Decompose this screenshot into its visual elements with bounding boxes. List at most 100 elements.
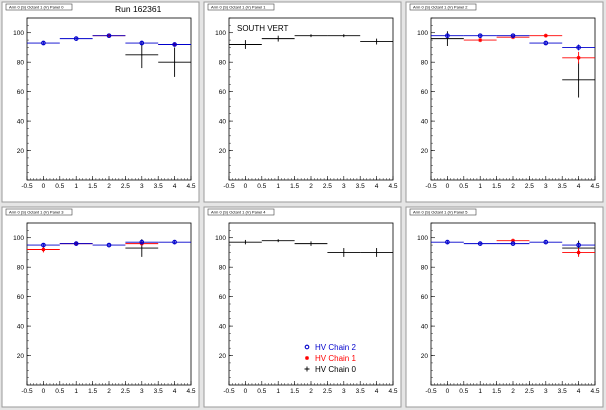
panel-title-box: [409, 3, 477, 11]
y-tick-label: 20: [219, 353, 227, 360]
x-tick-label: 3.5: [356, 388, 365, 395]
y-tick-label: 60: [421, 294, 429, 301]
y-tick-label: 80: [421, 59, 429, 66]
x-tick-label: 1.5: [492, 388, 501, 395]
x-tick-label: 1: [478, 388, 482, 395]
x-tick-label: 0.5: [257, 388, 266, 395]
data-point: [172, 42, 177, 47]
data-point: [139, 239, 145, 245]
x-tick-label: -0.5: [223, 388, 235, 395]
panel-title-box: [409, 208, 477, 216]
y-tick-label: 40: [219, 118, 227, 125]
x-tick-label: 2: [511, 183, 515, 190]
y-tick-label: 100: [215, 235, 226, 242]
plot-frame: [430, 222, 596, 386]
data-point: [576, 45, 581, 50]
legend-marker-star: [305, 356, 309, 360]
x-tick-label: 3.5: [356, 183, 365, 190]
y-tick-label: 60: [17, 89, 25, 96]
x-tick-label: 0.5: [55, 183, 64, 190]
x-tick-label: 3: [140, 388, 144, 395]
data-point: [172, 239, 177, 245]
y-tick-label: 80: [219, 59, 227, 66]
data-point: [576, 242, 581, 248]
data-point: [576, 250, 581, 255]
series-hv-chain-0: [229, 239, 393, 257]
x-tick-label: 0: [446, 183, 450, 190]
x-tick-label: 0: [244, 183, 248, 190]
y-tick-label: 40: [421, 118, 429, 125]
x-tick-label: 1: [478, 183, 482, 190]
x-tick-label: 2.5: [323, 183, 332, 190]
legend-marker-circle: [304, 344, 310, 350]
y-tick-label: 80: [17, 59, 25, 66]
series-hv-chain-2: [431, 33, 595, 51]
panel-annotation: SOUTH VERT: [237, 24, 289, 33]
x-tick-label: 2.5: [323, 388, 332, 395]
x-tick-label: -0.5: [425, 183, 437, 190]
x-tick-label: 1: [276, 388, 280, 395]
data-point: [73, 36, 79, 41]
x-tick-label: 4: [577, 388, 581, 395]
x-tick-label: 3: [544, 183, 548, 190]
legend-label: HV Chain 1: [315, 354, 356, 363]
data-point: [106, 242, 112, 248]
y-tick-label: 20: [219, 148, 227, 155]
x-tick-label: 1.5: [88, 183, 97, 190]
x-tick-label: 4.5: [388, 388, 397, 395]
series-hv-chain-0: [229, 34, 393, 49]
series-hv-chain-2: [27, 33, 191, 47]
x-tick-label: 2: [511, 388, 515, 395]
data-point: [244, 241, 246, 243]
panel-title-box: [5, 208, 73, 216]
y-tick-label: 100: [417, 235, 428, 242]
x-tick-label: 4: [577, 183, 581, 190]
y-tick-label: 20: [17, 353, 25, 360]
data-point: [477, 241, 483, 246]
x-tick-label: 4.5: [590, 388, 599, 395]
y-tick-label: 40: [219, 323, 227, 330]
legend-marker-plus: [304, 366, 310, 372]
data-point: [139, 40, 145, 46]
data-point: [445, 33, 450, 39]
x-tick-label: 3.5: [558, 183, 567, 190]
data-point: [511, 238, 515, 243]
x-tick-label: 0: [42, 388, 46, 395]
data-point: [376, 251, 378, 254]
x-tick-label: 1.5: [290, 183, 299, 190]
panel-title-box: [207, 208, 275, 216]
x-tick-label: 1.5: [290, 388, 299, 395]
x-tick-label: -0.5: [223, 183, 235, 190]
x-tick-label: 0: [244, 388, 248, 395]
x-tick-label: 4: [375, 183, 379, 190]
x-tick-label: 0.5: [55, 388, 64, 395]
y-tick-label: 40: [17, 323, 25, 330]
legend-label: HV Chain 2: [315, 343, 356, 352]
data-point: [343, 251, 345, 254]
y-tick-label: 60: [219, 294, 227, 301]
x-tick-label: 3.5: [558, 388, 567, 395]
data-point: [445, 239, 450, 245]
plot-frame: [26, 17, 192, 181]
x-tick-label: 2.5: [121, 183, 130, 190]
x-tick-label: 2.5: [525, 388, 534, 395]
data-point: [310, 243, 312, 245]
x-tick-label: 4: [173, 388, 177, 395]
data-point: [510, 241, 516, 246]
y-tick-label: 100: [13, 30, 24, 37]
data-point: [543, 33, 548, 38]
y-tick-label: 40: [421, 323, 429, 330]
data-point: [543, 239, 549, 245]
x-tick-label: 2: [107, 388, 111, 395]
x-tick-label: -0.5: [21, 183, 33, 190]
x-tick-label: 0.5: [459, 183, 468, 190]
x-tick-label: 0: [42, 183, 46, 190]
data-point: [41, 40, 46, 46]
panel-title: Arm 0 (S) Octant 1 (V) Panel 3: [9, 210, 64, 215]
chart-panel-4: Arm 0 (S) Octant 1 (V) Panel 4 -0.5 0 0.5 1 1…: [203, 206, 402, 408]
data-point: [478, 38, 483, 43]
x-tick-label: 4: [375, 388, 379, 395]
data-point: [141, 54, 143, 56]
y-tick-label: 100: [417, 30, 428, 37]
